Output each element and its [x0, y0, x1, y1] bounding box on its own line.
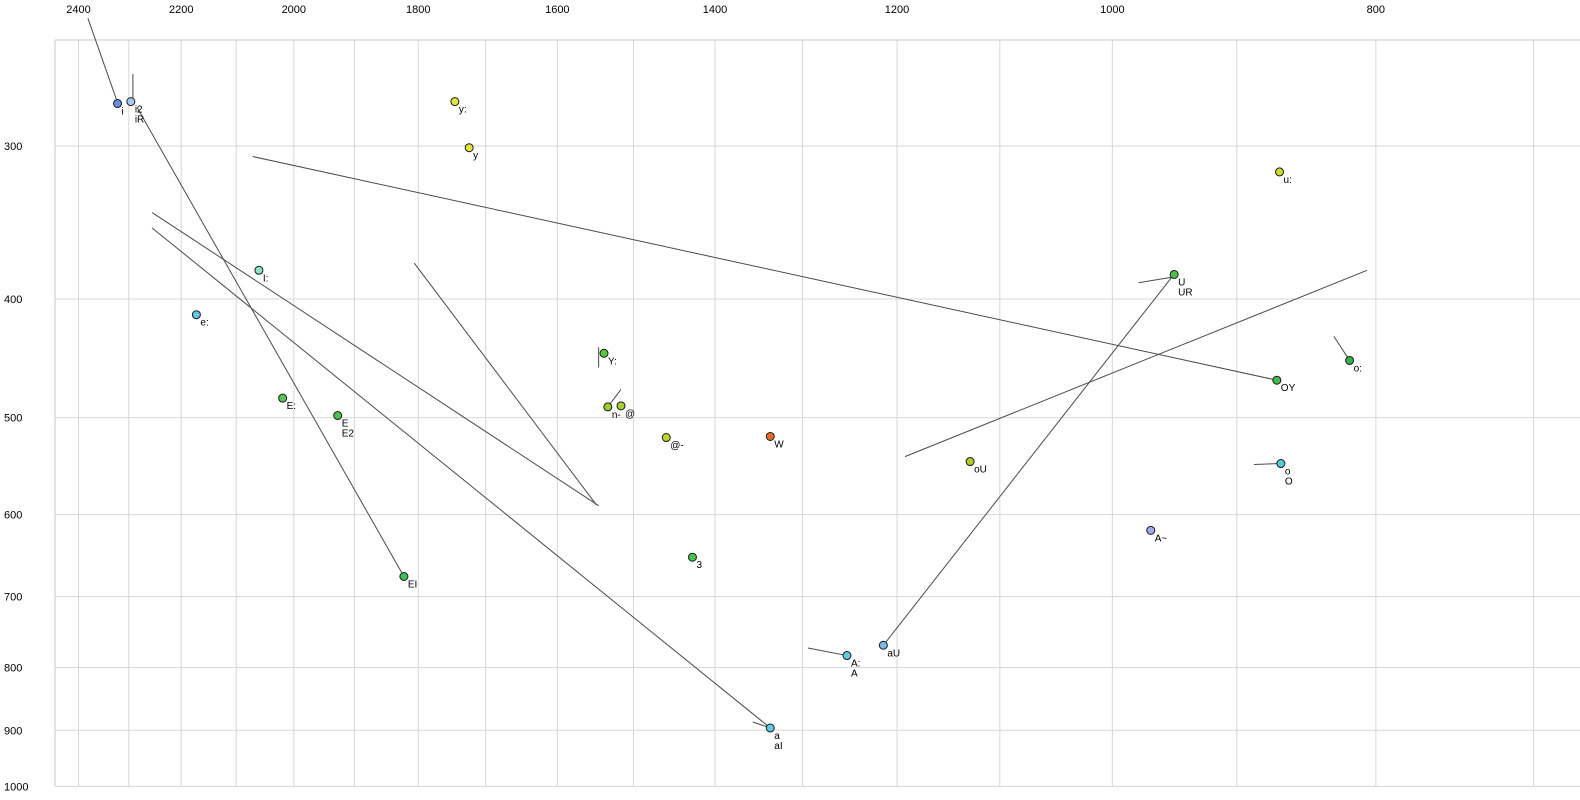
trajectory-line: [136, 107, 405, 577]
vowel-point-label: Y:: [608, 356, 617, 367]
trajectory-line: [252, 156, 1277, 381]
x-axis-tick-label: 1000: [1100, 4, 1124, 16]
y-axis-tick-label: 800: [4, 663, 22, 675]
x-axis-tick-label: 1600: [545, 4, 569, 16]
trajectory-line: [1333, 335, 1351, 361]
vowel-point-label: A~: [1155, 533, 1168, 544]
vowel-point: [599, 348, 609, 358]
vowel-point-label: i: [122, 107, 124, 118]
vowel-point: [1276, 459, 1286, 469]
vowel-point: [878, 640, 888, 650]
vowel-point-label-2: O: [1285, 477, 1293, 488]
vowel-point: [126, 97, 136, 107]
vowel-point: [603, 402, 613, 412]
y-axis-tick-label: 900: [4, 725, 22, 737]
x-axis-tick-label: 2200: [169, 4, 193, 16]
vowel-point: [113, 99, 123, 109]
vowel-point-label-2: iR: [135, 115, 144, 126]
vowel-point-label: OY: [1281, 383, 1296, 394]
vowel-point: [191, 310, 201, 320]
trajectory-line: [904, 269, 1368, 458]
vowel-point-label: a: [774, 731, 780, 742]
vowel-point-label: i2: [135, 105, 143, 116]
trajectory-line: [807, 647, 848, 657]
vowel-point-label: aU: [887, 648, 900, 659]
vowel-point-label: oU: [974, 465, 987, 476]
vowel-point: [464, 143, 474, 153]
x-axis-tick-label: 2000: [282, 4, 306, 16]
vowel-point: [842, 651, 852, 661]
y-axis-tick-label: 400: [4, 294, 22, 306]
vowel-point-label: U: [1178, 277, 1185, 288]
vowel-point: [616, 401, 626, 411]
x-axis-tick-label: 800: [1367, 4, 1385, 16]
vowel-point-label: 3: [696, 560, 702, 571]
trajectory-line: [1138, 276, 1172, 284]
vowel-point-label: E: [342, 419, 349, 430]
trajectory-line: [151, 227, 771, 729]
vowel-point-label: @-: [670, 441, 683, 452]
vowel-point: [687, 552, 697, 562]
vowel-point-label: e:: [200, 318, 208, 329]
vowel-point-label: I:: [263, 273, 269, 284]
vowel-point: [399, 572, 409, 582]
vowel-point-label: @: [625, 409, 635, 420]
trajectory-line: [151, 212, 599, 507]
vowel-point-label-2: E2: [342, 429, 355, 440]
vowel-point: [450, 97, 460, 107]
trajectory-line: [882, 276, 1173, 646]
y-axis-tick-label: 300: [4, 141, 22, 153]
vowel-point-label-2: UR: [1178, 287, 1192, 298]
vowel-point-label: E:: [287, 401, 296, 412]
y-axis-tick-label: 1000: [4, 781, 28, 793]
vowel-point-label: A:: [851, 659, 860, 670]
vowel-point: [1272, 375, 1282, 385]
vowel-point-label: o: [1285, 467, 1291, 478]
x-axis-tick-label: 1200: [885, 4, 909, 16]
vowel-point: [765, 723, 775, 733]
vowel-point-label-2: aI: [774, 741, 782, 752]
vowel-point-label: n-: [612, 410, 621, 421]
vowel-point: [254, 265, 264, 275]
vowel-point-label: W: [774, 439, 784, 450]
y-axis-tick-label: 700: [4, 592, 22, 604]
vowel-point: [965, 457, 975, 467]
vowel-point: [1146, 525, 1156, 535]
vowel-point: [333, 411, 343, 421]
trajectory-line: [413, 262, 597, 506]
x-axis-tick-label: 1400: [703, 4, 727, 16]
y-axis-tick-label: 500: [4, 413, 22, 425]
vowel-point-label: y:: [459, 105, 467, 116]
vowel-point-label: o:: [1354, 363, 1362, 374]
vowel-point-label: u:: [1284, 175, 1292, 186]
vowel-point: [278, 393, 288, 403]
y-axis-tick-label: 600: [4, 510, 22, 522]
vowel-point: [1169, 269, 1179, 279]
vowel-point: [765, 431, 775, 441]
x-axis-tick-label: 2400: [66, 4, 90, 16]
vowel-point-label-2: A: [851, 669, 858, 680]
vowel-point: [1345, 355, 1355, 365]
x-axis-tick-label: 1800: [406, 4, 430, 16]
vowel-point: [661, 433, 671, 443]
vowel-point-label: y: [473, 151, 478, 162]
vowel-point: [1275, 167, 1285, 177]
trajectory-line: [87, 18, 117, 100]
vowel-point-label: EI: [408, 580, 417, 591]
